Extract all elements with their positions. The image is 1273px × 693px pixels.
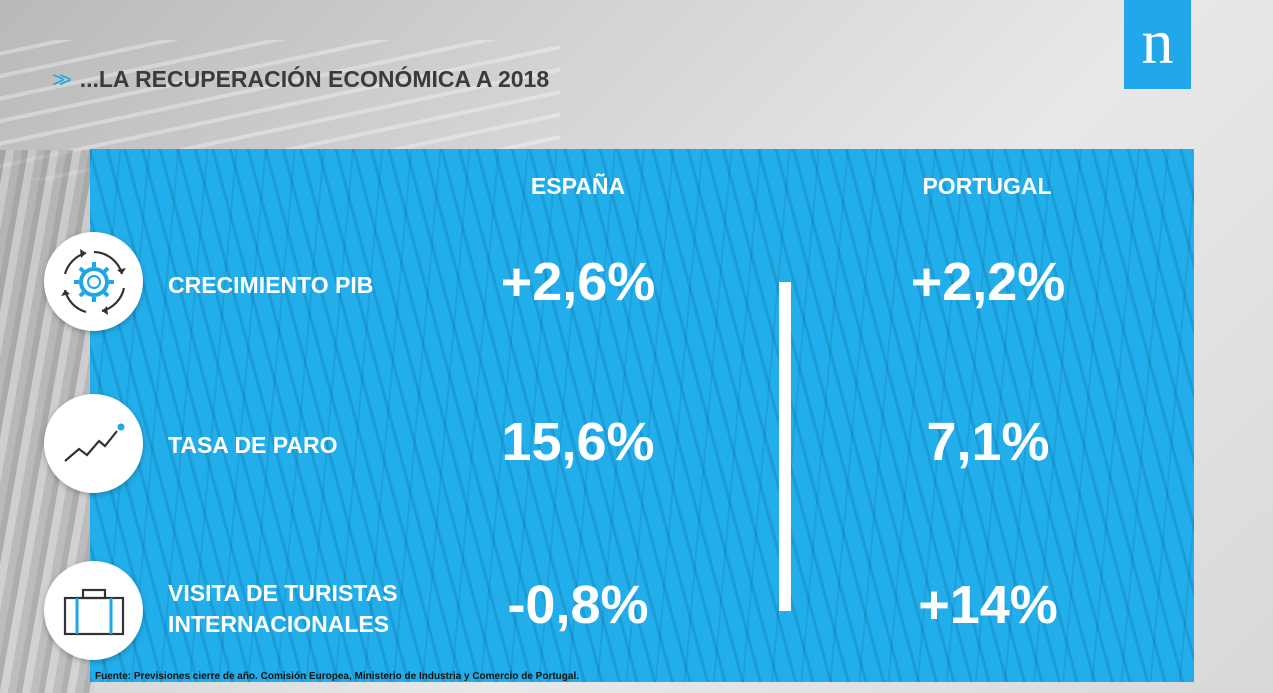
row-label-line-1: VISITA DE TURISTAS	[168, 580, 398, 606]
slide-title: ...LA RECUPERACIÓN ECONÓMICA A 2018	[79, 66, 550, 92]
column-divider	[779, 282, 791, 611]
source-footnote: Fuente: Previsiones cierre de año. Comis…	[95, 671, 579, 682]
value-espana-pib: +2,6%	[500, 252, 656, 312]
row-label-line-2: INTERNACIONALES	[168, 611, 390, 637]
column-header-espana: ESPAÑA	[530, 173, 626, 199]
value-portugal-paro: 7,1%	[926, 412, 1050, 472]
brand-logo: n	[1124, 0, 1191, 89]
gear-cycle-icon	[44, 232, 143, 331]
column-header-portugal: PORTUGAL	[922, 173, 1052, 199]
row-label-tasa-de-paro: TASA DE PARO	[168, 432, 338, 458]
stats-panel: ESPAÑA PORTUGAL CRECIMIENTO PIB +2,6% +2…	[90, 149, 1194, 682]
value-portugal-turistas: +14%	[918, 575, 1058, 635]
suitcase-icon	[44, 561, 143, 660]
row-label-crecimiento-pib: CRECIMIENTO PIB	[168, 272, 374, 298]
trend-line-icon	[44, 394, 143, 493]
value-espana-paro: 15,6%	[501, 412, 655, 472]
row-label-visita-turistas: VISITA DE TURISTAS INTERNACIONALES	[168, 578, 398, 640]
slide-header: >> ...LA RECUPERACIÓN ECONÓMICA A 2018	[52, 66, 549, 93]
value-espana-turistas: -0,8%	[507, 575, 649, 635]
double-chevron-icon: >>	[52, 66, 72, 92]
value-portugal-pib: +2,2%	[910, 252, 1066, 312]
logo-letter: n	[1141, 5, 1174, 77]
